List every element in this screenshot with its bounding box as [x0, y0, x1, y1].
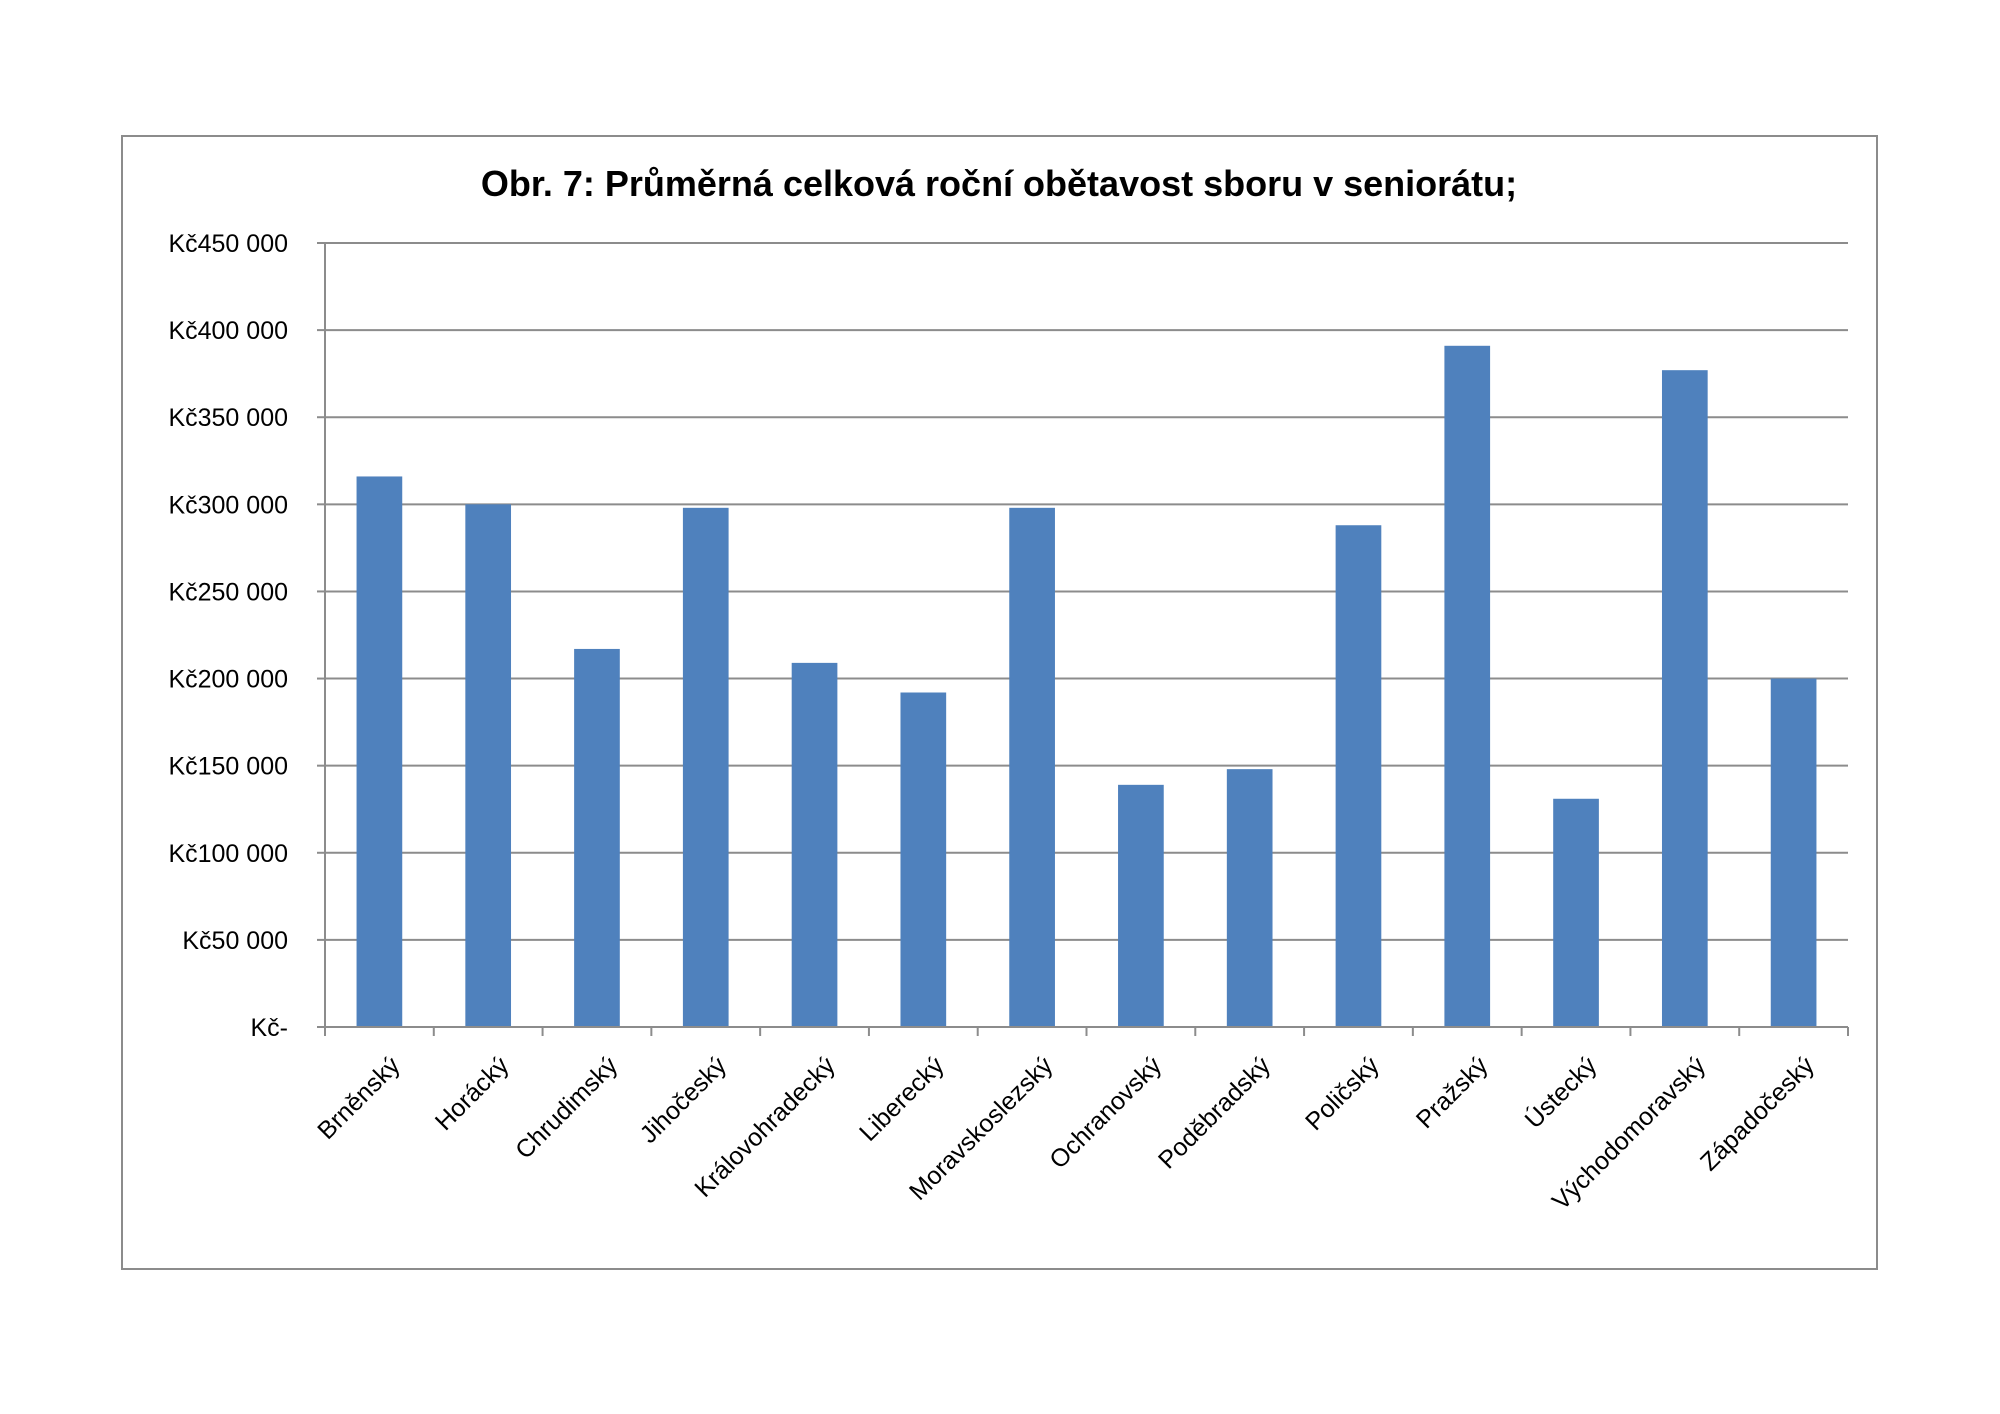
- x-tick-label: Poličský: [1300, 1051, 1385, 1136]
- y-tick-label: Kč250 000: [168, 578, 288, 606]
- chart-title: Obr. 7: Průměrná celková roční obětavost…: [481, 163, 1517, 204]
- x-tick-label: Horácký: [430, 1051, 515, 1136]
- x-tick-label: Brněnský: [312, 1051, 406, 1145]
- x-tick-label: Jihočeský: [635, 1051, 733, 1149]
- bar: [1661, 370, 1708, 1027]
- bar: [682, 507, 729, 1028]
- x-tick-label: Západočeský: [1695, 1051, 1820, 1176]
- y-tick-label: Kč450 000: [168, 230, 288, 258]
- x-tick-label: Liberecký: [854, 1051, 950, 1147]
- x-tick-label: Ochranovský: [1044, 1051, 1167, 1174]
- bar: [1335, 525, 1382, 1027]
- x-tick-label: Chrudimský: [510, 1051, 623, 1164]
- chart-area: Obr. 7: Průměrná celková roční obětavost…: [121, 135, 1878, 1270]
- chart-svg: Obr. 7: Průměrná celková roční obětavost…: [168, 163, 1849, 1216]
- bar: [1770, 678, 1817, 1027]
- bar: [1444, 345, 1491, 1027]
- y-tick-label: Kč100 000: [168, 840, 288, 868]
- y-tick-label: Kč350 000: [168, 404, 288, 432]
- y-tick-label: Kč300 000: [168, 491, 288, 519]
- y-tick-label: Kč150 000: [168, 753, 288, 781]
- y-tick-labels: Kč- Kč50 000 Kč100 000 Kč150 000 Kč200 000 Kč…: [168, 230, 288, 1042]
- x-tick-label: Poděbradský: [1153, 1051, 1276, 1174]
- bar: [465, 504, 512, 1027]
- bar: [1226, 769, 1273, 1027]
- x-tick-label: Ústecký: [1519, 1050, 1603, 1134]
- bar: [1009, 507, 1055, 1028]
- bar: [356, 476, 403, 1027]
- y-tick-label: Kč50 000: [182, 927, 288, 955]
- y-tick-label: Kč-: [251, 1014, 289, 1042]
- y-tick-label: Kč200 000: [168, 666, 288, 694]
- y-tick-label: Kč400 000: [168, 317, 288, 345]
- bar: [900, 692, 947, 1027]
- bar: [1553, 798, 1599, 1027]
- axes: [317, 242, 1849, 1036]
- x-tick-label: Pražský: [1411, 1051, 1494, 1134]
- grid-lines: [325, 242, 1848, 941]
- bar: [574, 648, 620, 1027]
- bars: [356, 345, 1817, 1028]
- bar: [791, 662, 838, 1027]
- bar: [1118, 784, 1164, 1027]
